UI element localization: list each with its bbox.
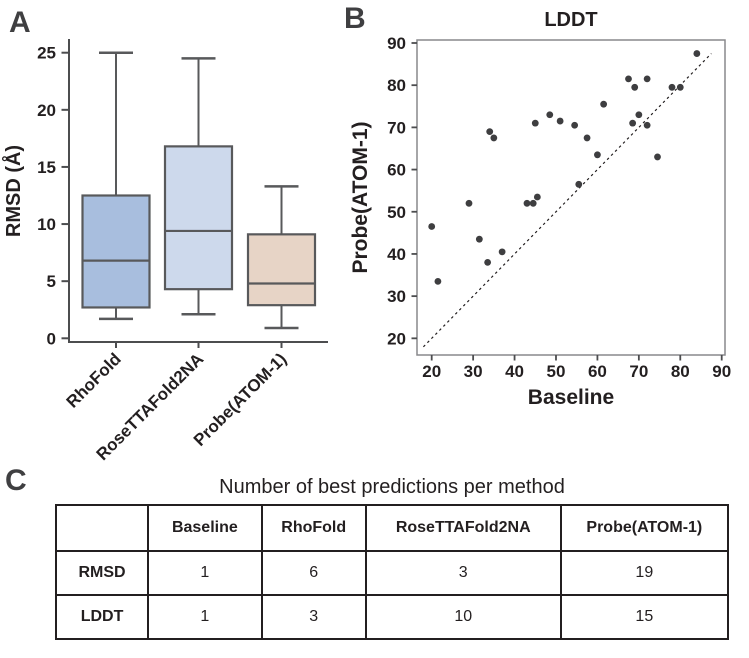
- y-tick-label: 20: [387, 329, 406, 348]
- y-tick-label: 25: [37, 44, 56, 63]
- y-tick-label: 10: [37, 215, 56, 234]
- value-cell: 1: [147, 550, 263, 596]
- y-axis-label: Probe(ATOM-1): [349, 121, 372, 273]
- y-tick-label: 40: [387, 245, 406, 264]
- y-tick-label: 60: [387, 161, 406, 180]
- x-tick-label: 60: [588, 362, 607, 381]
- column-header: Baseline: [147, 504, 263, 552]
- x-tick-label: 50: [547, 362, 566, 381]
- scatter-point: [434, 277, 442, 285]
- panel-c-label: C: [5, 464, 27, 497]
- scatter-point: [486, 128, 494, 135]
- x-tick-label: 80: [671, 362, 690, 381]
- y-tick-label: 0: [47, 329, 56, 348]
- y-tick-label: 5: [47, 272, 56, 291]
- scatter-point: [600, 100, 608, 108]
- iqr-box: [246, 233, 317, 307]
- x-tick-label: 30: [464, 362, 483, 381]
- scatter-point: [428, 223, 436, 230]
- iqr-box: [163, 145, 234, 291]
- scatter-point: [693, 50, 701, 57]
- y-tick-label: 90: [387, 34, 406, 53]
- scatter-point: [523, 199, 531, 207]
- x-tick-label: 20: [422, 362, 441, 381]
- value-cell: 10: [364, 594, 562, 640]
- value-cell: 3: [364, 550, 562, 596]
- scatter-point: [531, 119, 539, 127]
- y-tick-label: 15: [37, 158, 56, 177]
- row-label: RMSD: [54, 550, 150, 596]
- iqr-box: [81, 194, 151, 309]
- scatter-point: [643, 121, 651, 129]
- chart-title: LDDT: [544, 9, 597, 31]
- scatter-points: [428, 50, 701, 285]
- scatter-point: [643, 75, 651, 83]
- plot-frame: [416, 39, 726, 356]
- panel-a-label: A: [9, 6, 31, 39]
- y-tick-label: 20: [37, 101, 56, 120]
- scatter-point: [546, 111, 554, 119]
- scatter-point: [625, 75, 632, 83]
- scatter-point: [583, 134, 591, 142]
- table-body: RMSD 1 6 3 19 LDDT 1 3 10 15: [54, 550, 730, 640]
- x-category-label: RhoFold: [63, 349, 125, 411]
- value-cell: 19: [559, 550, 730, 596]
- scatter-point: [533, 193, 541, 201]
- scatter-point: [556, 117, 564, 125]
- best-predictions-table: Baseline RhoFold RoseTTAFold2NA Probe(ATOM-…: [54, 504, 730, 640]
- scatter-point: [668, 83, 676, 91]
- y-tick-label: 80: [387, 76, 406, 95]
- column-header: Probe(ATOM-1): [559, 504, 730, 552]
- column-header: RoseTTAFold2NA: [364, 504, 562, 552]
- y-axis-label: RMSD (Å): [1, 145, 25, 237]
- scatter-point: [676, 83, 684, 91]
- x-tick-label: 70: [629, 362, 648, 381]
- box-group-rosettafold2na: [163, 57, 234, 316]
- lddt-scatter-chart: LDDT 20 30 40 50 60 70 80 90 20 30 40 50 60 70 80 90 Base…: [349, 9, 731, 409]
- corner-cell: [54, 504, 150, 552]
- scatter-point: [571, 121, 579, 129]
- value-cell: 3: [260, 594, 367, 640]
- panel-b-label: B: [344, 2, 366, 35]
- column-header: RhoFold: [260, 504, 367, 552]
- scatter-point: [594, 151, 601, 159]
- scatter-point: [575, 180, 583, 188]
- scatter-point: [629, 119, 637, 127]
- x-tick-label: 40: [505, 362, 524, 381]
- table-header-row: Baseline RhoFold RoseTTAFold2NA Probe(ATOM-…: [54, 504, 730, 552]
- x-axis-label: Baseline: [528, 386, 614, 409]
- identity-line: [422, 53, 712, 348]
- row-label: LDDT: [54, 594, 150, 640]
- scatter-point: [654, 153, 661, 161]
- box-group-rhofold: [81, 51, 151, 321]
- table-header: Baseline RhoFold RoseTTAFold2NA Probe(ATOM-…: [54, 504, 730, 552]
- scatter-point: [475, 235, 483, 243]
- value-cell: 1: [147, 594, 263, 640]
- scatter-point: [498, 248, 506, 256]
- box-group-probe-atom-1-: [246, 185, 317, 330]
- scatter-point: [529, 199, 537, 207]
- y-tick-label: 70: [387, 118, 406, 137]
- scatter-point: [631, 83, 639, 91]
- y-tick-label: 30: [387, 287, 406, 306]
- table-title: Number of best predictions per method: [219, 476, 565, 498]
- scatter-point: [465, 199, 473, 207]
- table-row: RMSD 1 6 3 19: [54, 550, 730, 596]
- scatter-point: [490, 134, 498, 142]
- table-row: LDDT 1 3 10 15: [54, 594, 730, 640]
- value-cell: 6: [260, 550, 367, 596]
- y-tick-label: 50: [387, 203, 406, 222]
- x-tick-label: 90: [712, 362, 731, 381]
- value-cell: 15: [559, 594, 730, 640]
- scatter-point: [635, 111, 643, 119]
- scatter-point: [484, 258, 492, 266]
